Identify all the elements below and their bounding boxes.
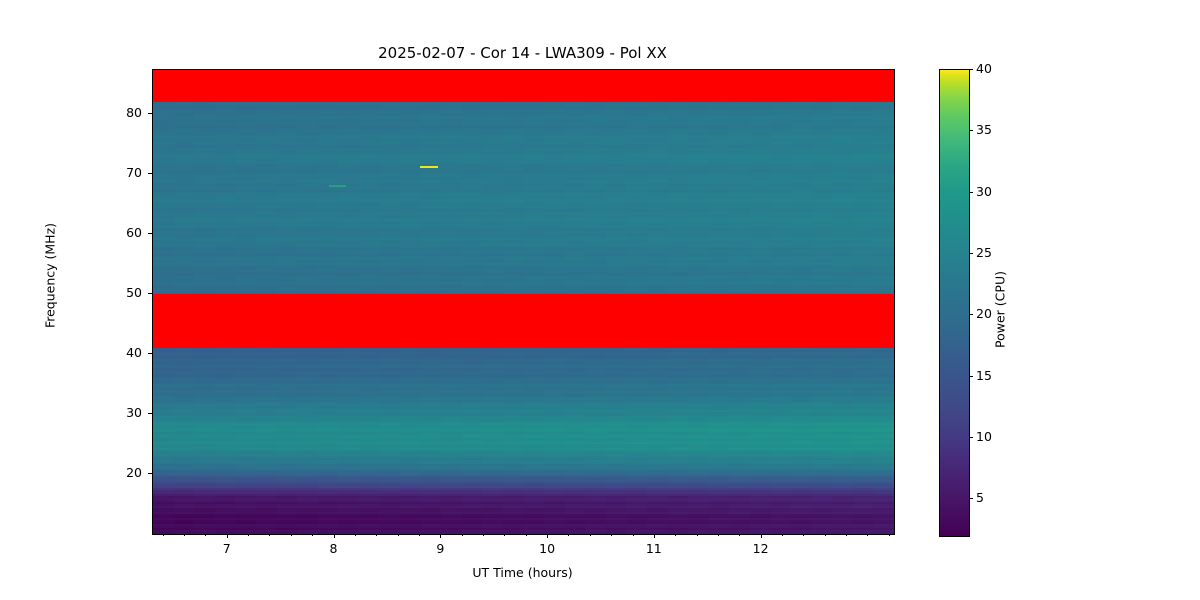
x-tick-label: 12 [736,541,786,556]
y-tick-label: 30 [0,405,142,420]
colorbar-tick-label: 30 [976,184,992,199]
y-tick-label: 80 [0,105,142,120]
x-tick-minor [739,534,741,536]
x-tick-minor [867,534,869,536]
x-tick-minor [290,534,292,536]
faint-teal-streak [329,184,347,187]
x-tick-minor [397,534,399,536]
x-tick-mark [333,534,335,538]
x-tick-minor [696,534,698,536]
y-tick-label: 60 [0,225,142,240]
x-tick-minor [675,534,677,536]
x-tick-minor [162,534,164,536]
colorbar-tick-mark [969,436,973,438]
x-tick-minor [504,534,506,536]
x-tick-minor [632,534,634,536]
colorbar-tick-mark [969,498,973,500]
colorbar-tick-label: 10 [976,429,992,444]
colorbar-tick-mark [969,130,973,132]
colorbar-tick-mark [969,314,973,316]
flagged-band-1 [153,293,894,348]
x-tick-minor [418,534,420,536]
flagged-band-0 [153,70,894,102]
y-tick-mark [148,172,152,174]
bright-yellow-streak [419,166,439,168]
x-tick-minor [312,534,314,536]
x-tick-minor [717,534,719,536]
x-tick-label: 8 [309,541,359,556]
x-tick-minor [205,534,207,536]
colorbar-tick-label: 20 [976,306,992,321]
x-tick-minor [483,534,484,536]
x-tick-minor [846,534,847,536]
colorbar-tick-mark [969,375,973,377]
y-tick-label: 50 [0,285,142,300]
x-tick-minor [376,534,378,536]
y-tick-mark [148,412,152,414]
x-tick-mark [226,534,228,538]
y-tick-mark [148,292,152,294]
x-tick-minor [803,534,805,536]
x-tick-mark [547,534,549,538]
x-tick-minor [354,534,356,536]
x-tick-minor [824,534,826,536]
colorbar-tick-label: 5 [976,490,984,505]
colorbar-label: Power (CPU) [993,210,1008,410]
x-tick-mark [653,534,655,538]
y-tick-label: 20 [0,465,142,480]
x-tick-label: 10 [522,541,572,556]
x-tick-mark [440,534,442,538]
colorbar-tick-label: 15 [976,368,992,383]
y-tick-mark [148,232,152,234]
colorbar[interactable] [939,69,970,537]
colorbar-tick-label: 40 [976,61,992,76]
y-tick-mark [148,112,152,114]
page-title: 2025-02-07 - Cor 14 - LWA309 - Pol XX [152,44,893,62]
x-tick-minor [782,534,783,536]
x-tick-label: 7 [202,541,252,556]
spectrogram-image [153,70,894,534]
x-axis-label: UT Time (hours) [152,565,893,580]
colorbar-tick-mark [969,69,973,70]
colorbar-tick-mark [969,252,973,254]
x-tick-mark [760,534,762,538]
x-tick-minor [461,534,463,536]
x-tick-minor [888,534,890,536]
y-tick-mark [148,352,152,354]
colorbar-tick-label: 35 [976,122,992,137]
colorbar-tick-mark [969,191,973,193]
y-tick-label: 70 [0,165,142,180]
colorbar-tick-label: 25 [976,245,992,260]
x-tick-minor [184,534,185,536]
x-tick-minor [248,534,250,536]
x-tick-minor [269,534,271,536]
spectrogram-axes[interactable] [152,69,895,535]
x-tick-minor [525,534,527,536]
x-tick-minor [568,534,570,536]
y-tick-mark [148,473,152,474]
y-tick-label: 40 [0,345,142,360]
x-tick-label: 9 [415,541,465,556]
x-tick-minor [611,534,613,536]
x-tick-minor [589,534,591,536]
x-tick-label: 11 [629,541,679,556]
